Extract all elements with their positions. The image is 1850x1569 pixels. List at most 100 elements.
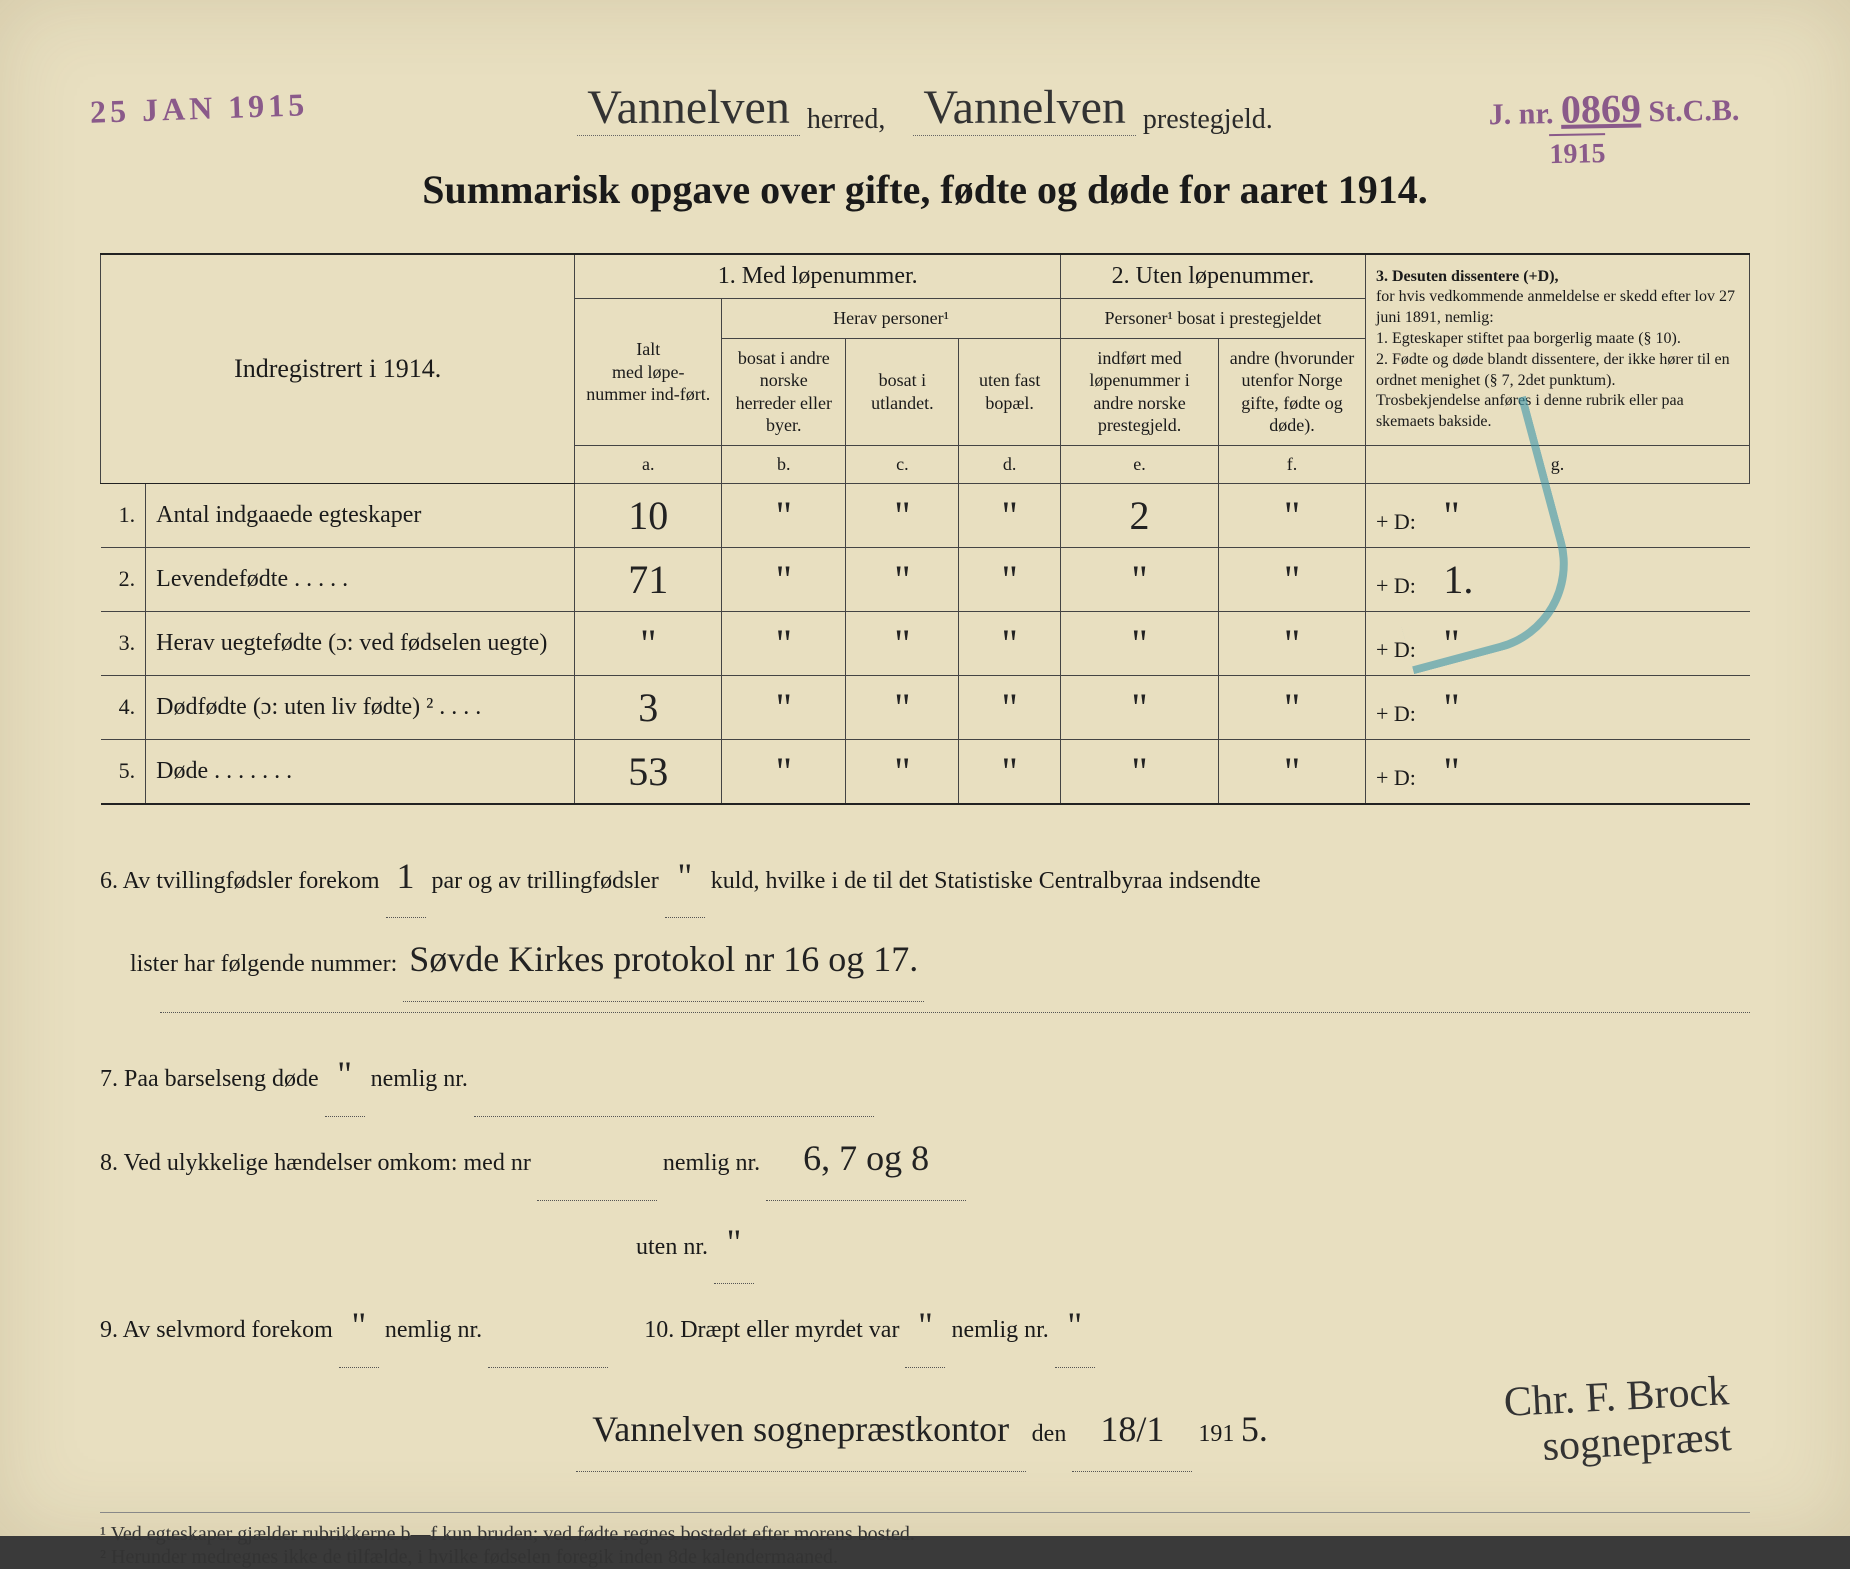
document-page: 25 JAN 1915 J. nr. 0869 St.C.B. 1915 Van…	[0, 0, 1850, 1536]
table-row: 4.Dødfødte (ɔ: uten liv fødte) ² . . . .…	[101, 675, 1750, 739]
sec3-bold: 3. Desuten dissentere (+D),	[1376, 268, 1559, 285]
note-7: 7. Paa barselseng døde " nemlig nr.	[100, 1033, 1750, 1117]
row-num: 5.	[101, 739, 146, 804]
table-row: 3.Herav uegtefødte (ɔ: ved fødselen uegt…	[101, 611, 1750, 675]
indreg-header: Indregistrert i 1914.	[101, 254, 575, 483]
n8-fill1	[537, 1172, 657, 1201]
n8b: nemlig nr.	[663, 1150, 760, 1176]
place-date-line: Vannelven sognepræstkontor den 18/1 1915…	[100, 1388, 1750, 1472]
cell-g: + D: "	[1365, 739, 1749, 804]
cell-f: "	[1219, 611, 1366, 675]
row-num: 2.	[101, 547, 146, 611]
cell-d: "	[959, 675, 1061, 739]
cell-f: "	[1219, 739, 1366, 804]
jnr-suffix: St.C.B.	[1649, 94, 1740, 129]
cell-a: 3	[575, 675, 722, 739]
n6-trip: "	[665, 835, 705, 919]
letter-a: a.	[575, 445, 722, 483]
cell-a: 10	[575, 483, 722, 547]
cell-g: + D: "	[1365, 611, 1749, 675]
table-row: 2.Levendefødte . . . . .71"""""+ D: 1.	[101, 547, 1750, 611]
n10-fill: "	[1055, 1284, 1095, 1368]
cell-a: "	[575, 611, 722, 675]
letter-f: f.	[1219, 445, 1366, 483]
cell-e: "	[1061, 611, 1219, 675]
letter-c: c.	[846, 445, 959, 483]
cell-b: "	[722, 483, 846, 547]
row-label: Døde . . . . . . .	[146, 739, 575, 804]
section-1-header: 1. Med løpenummer.	[575, 254, 1061, 299]
n7-fill	[474, 1088, 874, 1117]
letter-d: d.	[959, 445, 1061, 483]
note-9-10: 9. Av selvmord forekom " nemlig nr. 10. …	[100, 1284, 1750, 1368]
cell-e: 2	[1061, 483, 1219, 547]
n9b: nemlig nr.	[385, 1317, 482, 1343]
journal-number-stamp: J. nr. 0869 St.C.B. 1915	[1489, 83, 1741, 173]
row-label: Antal indgaaede egteskaper	[146, 483, 575, 547]
herred-value: Vannelven	[577, 80, 800, 136]
n7b: nemlig nr.	[371, 1066, 468, 1092]
n9v: "	[339, 1284, 379, 1368]
n6c: kuld, hvilke i de til det Statistiske Ce…	[711, 868, 1261, 894]
ialt-header: Ialtmed løpe-nummer ind-ført.	[575, 299, 722, 446]
date-stamp: 25 JAN 1915	[89, 86, 308, 131]
cell-b: "	[722, 739, 846, 804]
note-6: 6. Av tvillingfødsler forekom 1 par og a…	[100, 835, 1750, 1003]
col-c-header: bosat i utlandet.	[846, 338, 959, 445]
col-b-header: bosat i andre norske herreder eller byer…	[722, 338, 846, 445]
n10v: "	[905, 1284, 945, 1368]
row-num: 4.	[101, 675, 146, 739]
cell-f: "	[1219, 483, 1366, 547]
footnote-1: ¹ Ved egteskaper gjælder rubrikkerne b—f…	[100, 1523, 1750, 1546]
letter-e: e.	[1061, 445, 1219, 483]
cell-d: "	[959, 739, 1061, 804]
row-label: Herav uegtefødte (ɔ: ved fødselen uegte)	[146, 611, 575, 675]
n6d: lister har følgende nummer:	[130, 951, 397, 977]
note-8: 8. Ved ulykkelige hændelser omkom: med n…	[100, 1117, 1750, 1285]
cell-b: "	[722, 675, 846, 739]
signature: Chr. F. Brock sognepræst	[1502, 1368, 1732, 1472]
cell-e: "	[1061, 739, 1219, 804]
jnr-year: 1915	[1549, 133, 1606, 172]
n10a: 10. Dræpt eller myrdet var	[644, 1317, 899, 1343]
col-a-text: med løpe-nummer ind-ført.	[586, 362, 710, 405]
cell-g: + D: 1.	[1365, 547, 1749, 611]
n7v: "	[325, 1033, 365, 1117]
jnr-number: 0869	[1561, 86, 1642, 132]
herav-header: Herav personer¹	[722, 299, 1061, 339]
cell-c: "	[846, 483, 959, 547]
n8cv: "	[714, 1201, 754, 1285]
main-table: Indregistrert i 1914. 1. Med løpenummer.…	[100, 253, 1750, 805]
dotted-line	[160, 1012, 1750, 1013]
year-hand: 5.	[1234, 1388, 1274, 1471]
personer2-header: Personer¹ bosat i prestegjeldet	[1061, 299, 1366, 339]
col-d-header: uten fast bopæl.	[959, 338, 1061, 445]
jnr-label: J. nr.	[1489, 97, 1554, 131]
herred-label: herred,	[807, 104, 886, 135]
table-row: 1.Antal indgaaede egteskaper10"""2"+ D: …	[101, 483, 1750, 547]
n6a: 6. Av tvillingfødsler forekom	[100, 868, 380, 894]
cell-b: "	[722, 611, 846, 675]
sig-title: sognepræst	[1541, 1414, 1732, 1470]
cell-a: 71	[575, 547, 722, 611]
den-label: den	[1032, 1421, 1067, 1447]
date-hand: 18/1	[1072, 1388, 1192, 1472]
cell-c: "	[846, 675, 959, 739]
document-title: Summarisk opgave over gifte, fødte og dø…	[100, 166, 1750, 213]
place-hand: Vannelven sognepræstkontor	[576, 1388, 1026, 1472]
row-num: 3.	[101, 611, 146, 675]
letter-b: b.	[722, 445, 846, 483]
row-label: Dødfødte (ɔ: uten liv fødte) ² . . . .	[146, 675, 575, 739]
cell-f: "	[1219, 547, 1366, 611]
prestegjeld-label: prestegjeld.	[1143, 104, 1273, 135]
cell-c: "	[846, 611, 959, 675]
n8-hand: 6, 7 og 8	[766, 1117, 966, 1201]
letter-g: g.	[1365, 445, 1749, 483]
footnotes: ¹ Ved egteskaper gjælder rubrikkerne b—f…	[100, 1512, 1750, 1569]
cell-g: + D: "	[1365, 675, 1749, 739]
col-f-header: andre (hvorunder utenfor Norge gifte, fø…	[1219, 338, 1366, 445]
cell-b: "	[722, 547, 846, 611]
cell-d: "	[959, 483, 1061, 547]
col-g-text: for hvis vedkommende anmeldelse er skedd…	[1376, 288, 1735, 430]
cell-e: "	[1061, 675, 1219, 739]
